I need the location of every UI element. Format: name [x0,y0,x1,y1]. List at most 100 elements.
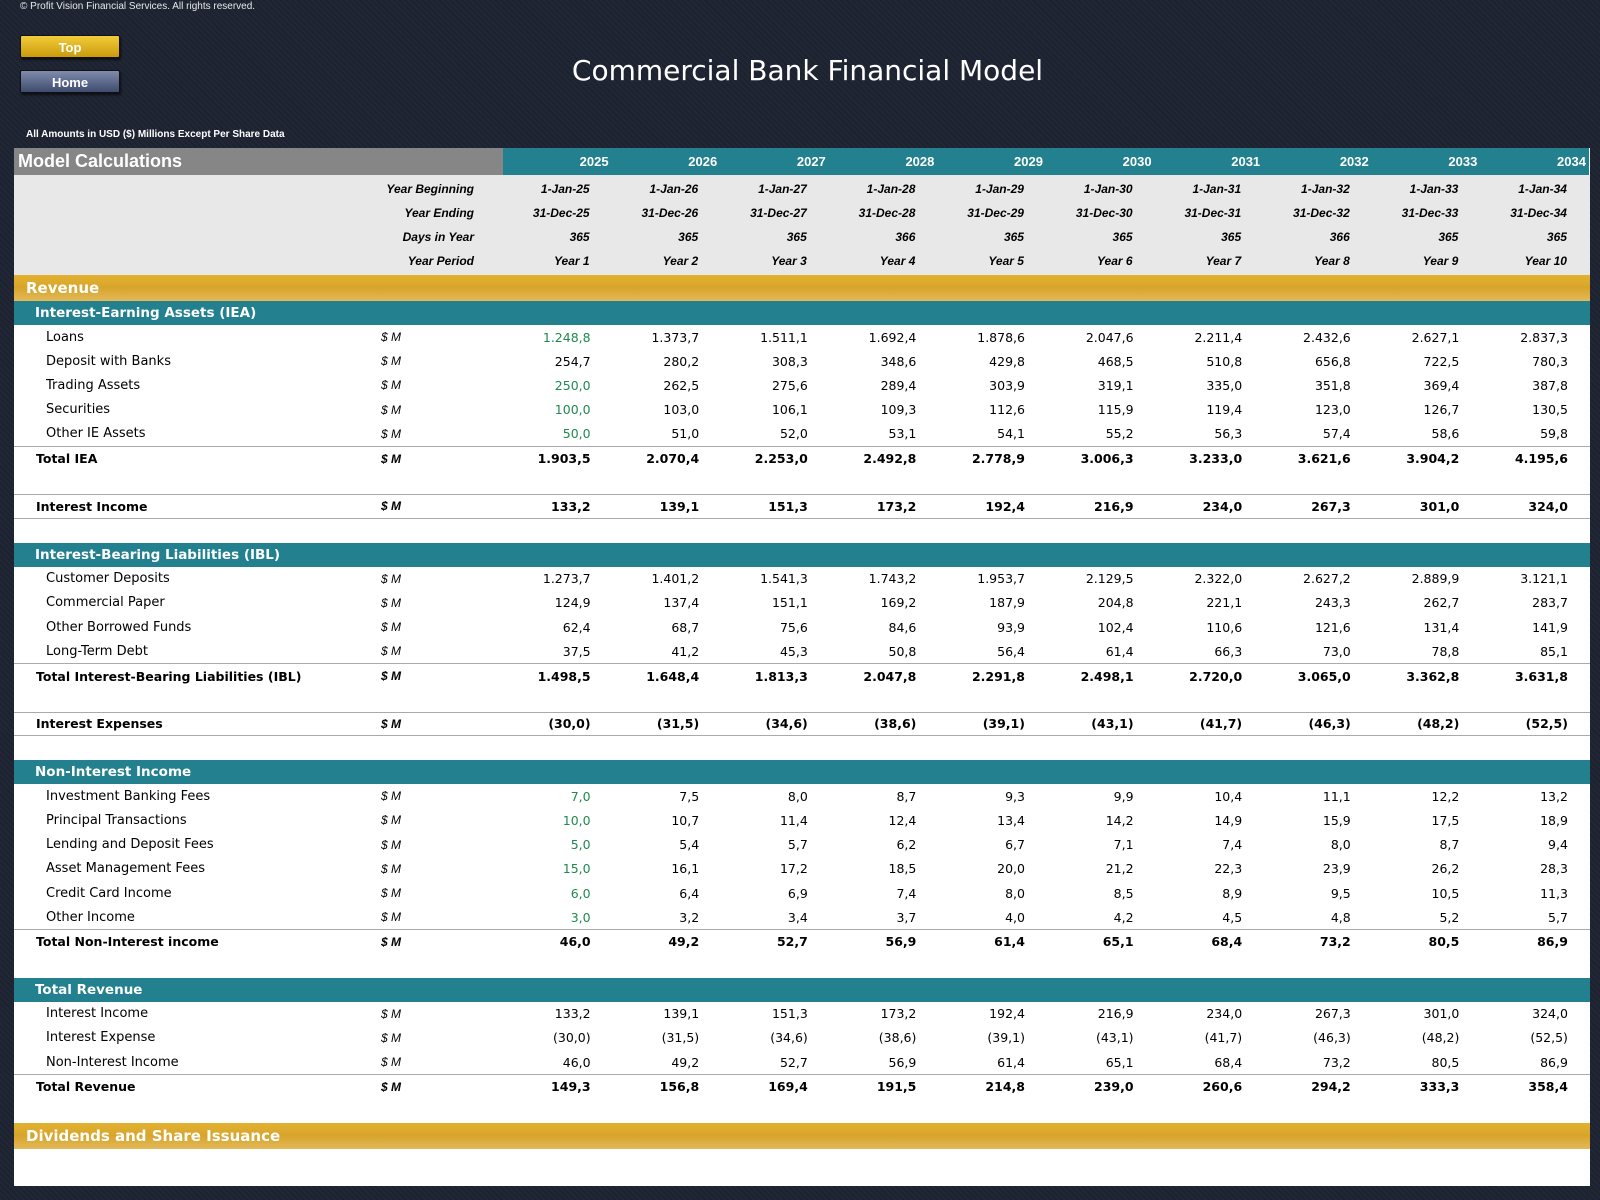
value-cell[interactable]: 301,0 [1423,1006,1460,1022]
value-cell[interactable]: 16,1 [671,861,700,877]
value-cell[interactable]: 1.498,5 [537,668,591,684]
value-cell[interactable]: 2.720,0 [1189,668,1243,684]
value-cell[interactable]: 221,1 [1206,595,1243,611]
date-cell[interactable]: 366 [895,230,916,244]
value-cell[interactable]: 289,4 [880,377,917,393]
value-cell[interactable]: 100,0 [554,402,591,418]
value-cell[interactable]: 8,9 [1222,885,1243,901]
value-cell[interactable]: 151,3 [771,1006,808,1022]
value-cell[interactable]: 169,4 [768,1079,808,1095]
value-cell[interactable]: 50,0 [562,426,591,442]
value-cell[interactable]: 1.953,7 [977,571,1025,587]
value-cell[interactable]: 319,1 [1097,377,1134,393]
value-cell[interactable]: 348,6 [880,353,917,369]
date-cell[interactable]: Year 6 [1096,254,1133,268]
value-cell[interactable]: 4.195,6 [1514,451,1568,467]
value-cell[interactable]: 85,1 [1540,643,1568,659]
date-cell[interactable]: 365 [678,230,699,244]
date-cell[interactable]: 1-Jan-33 [1409,182,1459,196]
value-cell[interactable]: (30,0) [553,1030,591,1046]
value-cell[interactable]: 369,4 [1423,377,1460,393]
value-cell[interactable]: 61,4 [994,934,1025,950]
value-cell[interactable]: (52,5) [1525,716,1568,732]
value-cell[interactable]: 68,4 [1211,934,1243,950]
value-cell[interactable]: (39,1) [982,716,1025,732]
value-cell[interactable]: 6,7 [1005,837,1025,853]
value-cell[interactable]: 56,9 [885,934,917,950]
value-cell[interactable]: 52,0 [779,426,808,442]
value-cell[interactable]: 7,5 [679,788,700,804]
value-cell[interactable]: 335,0 [1206,377,1243,393]
value-cell[interactable]: 267,3 [1311,498,1351,514]
value-cell[interactable]: (43,1) [1091,716,1134,732]
date-cell[interactable]: 365 [1112,230,1133,244]
value-cell[interactable]: 13,2 [1540,788,1568,804]
value-cell[interactable]: 204,8 [1097,595,1134,611]
value-cell[interactable]: 1.248,8 [542,329,591,345]
value-cell[interactable]: 37,5 [562,643,591,659]
value-cell[interactable]: 3,4 [787,909,808,925]
value-cell[interactable]: (43,1) [1095,1030,1134,1046]
value-cell[interactable]: 1.401,2 [651,571,700,587]
year-header-cell[interactable]: 2032 [1263,148,1372,175]
value-cell[interactable]: (41,7) [1199,716,1243,732]
value-cell[interactable]: 15,0 [562,861,591,877]
value-cell[interactable]: 2.291,8 [971,668,1025,684]
value-cell[interactable]: 1.903,5 [537,451,591,467]
value-cell[interactable]: 3,0 [570,909,591,925]
date-cell[interactable]: 1-Jan-26 [649,182,699,196]
value-cell[interactable]: (30,0) [548,716,591,732]
value-cell[interactable]: 2.498,1 [1080,668,1134,684]
value-cell[interactable]: 65,1 [1105,1054,1134,1070]
date-cell[interactable]: 366 [1329,230,1350,244]
value-cell[interactable]: 3,2 [679,909,700,925]
value-cell[interactable]: (52,5) [1530,1030,1568,1046]
date-cell[interactable]: 31-Dec-26 [641,206,699,220]
value-cell[interactable]: 333,3 [1419,1079,1460,1095]
value-cell[interactable]: 192,4 [985,498,1025,514]
value-cell[interactable]: 65,1 [1102,934,1134,950]
value-cell[interactable]: 13,4 [997,812,1025,828]
value-cell[interactable]: 137,4 [663,595,700,611]
value-cell[interactable]: 1.648,4 [646,668,700,684]
value-cell[interactable]: 124,9 [554,595,591,611]
value-cell[interactable]: 275,6 [771,377,808,393]
value-cell[interactable]: 1.541,3 [760,571,808,587]
date-cell[interactable]: 31-Dec-29 [967,206,1024,220]
value-cell[interactable]: 53,1 [888,426,917,442]
value-cell[interactable]: 3.233,0 [1189,451,1243,467]
value-cell[interactable]: 139,1 [659,498,700,514]
value-cell[interactable]: 301,0 [1419,498,1460,514]
value-cell[interactable]: 133,2 [551,498,591,514]
value-cell[interactable]: 260,6 [1202,1079,1243,1095]
value-cell[interactable]: 61,4 [997,1054,1025,1070]
value-cell[interactable]: 131,4 [1423,619,1460,635]
date-cell[interactable]: 31-Dec-27 [750,206,807,220]
value-cell[interactable]: 324,0 [1528,498,1568,514]
value-cell[interactable]: 2.322,0 [1194,571,1243,587]
date-cell[interactable]: Year 7 [1205,254,1242,268]
value-cell[interactable]: 3.362,8 [1406,668,1460,684]
value-cell[interactable]: 66,3 [1214,643,1243,659]
value-cell[interactable]: 5,2 [1439,909,1460,925]
value-cell[interactable]: 5,4 [679,837,700,853]
value-cell[interactable]: 9,3 [1005,788,1025,804]
value-cell[interactable]: 3.631,8 [1514,668,1568,684]
date-cell[interactable]: 1-Jan-28 [866,182,916,196]
date-cell[interactable]: Year 5 [988,254,1024,268]
value-cell[interactable]: 103,0 [663,402,700,418]
value-cell[interactable]: 11,3 [1540,885,1568,901]
value-cell[interactable]: 3.904,2 [1406,451,1460,467]
value-cell[interactable]: 7,0 [570,788,591,804]
year-header-cell[interactable]: 2025 [503,148,612,175]
value-cell[interactable]: 429,8 [989,353,1025,369]
value-cell[interactable]: 75,6 [779,619,808,635]
value-cell[interactable]: (48,2) [1417,716,1460,732]
value-cell[interactable]: 9,5 [1330,885,1351,901]
value-cell[interactable]: 10,7 [671,812,700,828]
value-cell[interactable]: 12,4 [888,812,917,828]
value-cell[interactable]: (31,5) [661,1030,700,1046]
year-header-cell[interactable]: 2030 [1045,148,1155,175]
value-cell[interactable]: 73,0 [1322,643,1351,659]
value-cell[interactable]: 68,4 [1214,1054,1243,1070]
